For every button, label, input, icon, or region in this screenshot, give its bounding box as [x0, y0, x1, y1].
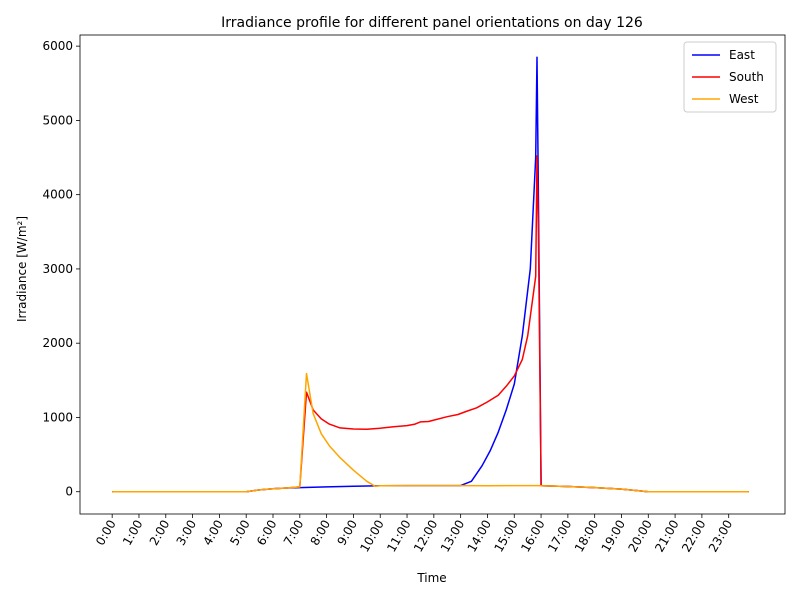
x-axis: 0:00 1:00 2:00 3:00 4:00 5:00 6:00 7:00 8:00 9:00… — [93, 514, 735, 554]
x-tick-label: 21:00 — [652, 518, 681, 555]
series-line-west — [112, 372, 749, 493]
y-tick-label: 4000 — [42, 188, 73, 202]
legend-box — [683, 41, 777, 113]
x-tick-label: 8:00 — [308, 518, 334, 548]
x-tick-label: 15:00 — [491, 518, 520, 555]
y-tick-label: 6000 — [42, 39, 73, 53]
x-tick-label: 10:00 — [357, 518, 386, 555]
x-tick-label: 13:00 — [438, 518, 467, 555]
x-tick-label: 6:00 — [254, 518, 280, 548]
x-tick-label: 4:00 — [200, 518, 226, 548]
x-tick-label: 12:00 — [411, 518, 440, 555]
y-tick-label: 1000 — [42, 410, 73, 424]
series-line-east — [112, 56, 749, 493]
x-tick-label: 17:00 — [545, 518, 574, 555]
x-tick-label: 9:00 — [334, 518, 360, 548]
legend: East South West — [683, 41, 777, 113]
x-tick-label: 22:00 — [679, 518, 708, 555]
y-tick-label: 3000 — [42, 262, 73, 276]
x-axis-label: Time — [416, 571, 446, 585]
y-tick-label: 2000 — [42, 336, 73, 350]
x-tick-label: 1:00 — [120, 518, 146, 548]
x-tick-label: 14:00 — [465, 518, 494, 555]
y-axis-label: Irradiance [W/m²] — [15, 216, 29, 322]
plot-area — [79, 34, 786, 515]
x-tick-label: 19:00 — [599, 518, 628, 555]
x-tick-label: 5:00 — [227, 518, 253, 548]
legend-label-west: West — [729, 92, 759, 106]
plot-frame — [79, 34, 786, 515]
x-tick-label: 18:00 — [572, 518, 601, 555]
x-tick-label: 3:00 — [174, 518, 200, 548]
chart-title: Irradiance profile for different panel o… — [221, 15, 643, 31]
x-tick-label: 7:00 — [281, 518, 307, 548]
x-tick-label: 20:00 — [625, 518, 654, 555]
x-tick-label: 2:00 — [147, 518, 173, 548]
x-tick-label: 11:00 — [384, 518, 413, 555]
y-tick-label: 0 — [65, 485, 73, 499]
legend-label-east: East — [729, 48, 755, 62]
series-line-south — [112, 155, 749, 493]
y-axis: 0 1000 2000 3000 4000 5000 6000 — [42, 39, 80, 499]
legend-label-south: South — [729, 70, 764, 84]
x-tick-label: 16:00 — [518, 518, 547, 555]
x-tick-label: 23:00 — [706, 518, 735, 555]
x-tick-label: 0:00 — [93, 518, 119, 548]
y-tick-label: 5000 — [42, 113, 73, 127]
